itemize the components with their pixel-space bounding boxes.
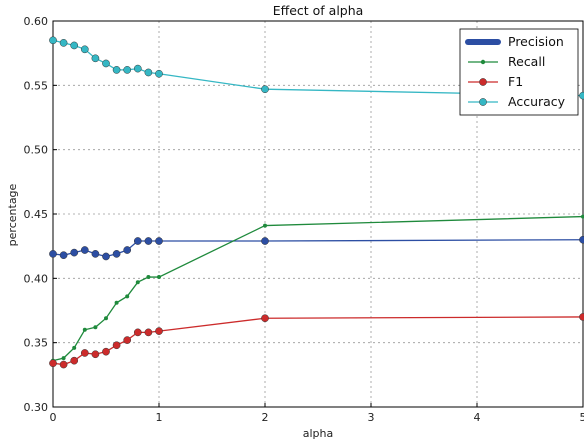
data-point	[123, 336, 132, 344]
data-point	[155, 69, 163, 78]
legend-swatch-marker	[479, 98, 487, 106]
data-point	[135, 280, 140, 285]
y-tick-label: 0.40	[24, 272, 49, 285]
series-recall	[51, 214, 584, 363]
data-point	[579, 91, 584, 100]
data-point	[49, 36, 57, 45]
legend-swatch-marker	[479, 78, 487, 86]
data-point	[261, 237, 269, 245]
legend-swatch-marker	[480, 59, 486, 65]
data-point	[581, 214, 584, 219]
data-point	[91, 54, 100, 63]
data-point	[70, 41, 79, 50]
y-tick-label: 0.50	[24, 144, 49, 157]
x-tick-label: 2	[262, 411, 269, 424]
legend-item: Precision	[465, 34, 564, 49]
data-point	[263, 223, 267, 228]
data-point	[133, 64, 142, 73]
x-tick-label: 4	[474, 411, 481, 424]
x-axis-label: alpha	[303, 427, 334, 440]
data-point	[112, 341, 121, 350]
y-tick-label: 0.55	[24, 79, 49, 92]
legend-label: Accuracy	[508, 94, 566, 109]
legend-label: Precision	[508, 34, 564, 49]
x-tick-label: 5	[580, 411, 584, 424]
data-point	[261, 85, 269, 94]
data-point	[61, 356, 66, 361]
x-tick-label: 3	[368, 411, 375, 424]
data-point	[59, 360, 68, 369]
data-point	[157, 275, 161, 280]
data-point	[80, 45, 89, 54]
data-point	[80, 246, 89, 254]
data-point	[133, 328, 142, 337]
series-accuracy	[49, 36, 584, 100]
data-point	[91, 350, 100, 359]
data-point	[93, 325, 98, 330]
data-point	[144, 237, 153, 245]
series-precision	[49, 235, 584, 261]
data-point	[70, 356, 79, 365]
axes-frame	[52, 20, 584, 408]
data-point	[112, 250, 121, 258]
legend-item: F1	[468, 74, 523, 89]
data-point	[123, 66, 132, 74]
data-point	[49, 359, 57, 368]
data-point	[80, 349, 89, 357]
data-point	[114, 300, 119, 305]
data-point	[146, 275, 151, 280]
y-tick-label: 0.30	[24, 401, 49, 414]
data-point	[91, 250, 100, 258]
data-point	[144, 328, 153, 337]
data-point	[133, 237, 142, 245]
y-tick-label: 0.60	[24, 15, 49, 28]
y-tick-label: 0.45	[24, 208, 49, 221]
data-point	[579, 235, 584, 244]
y-tick-label: 0.35	[24, 337, 49, 350]
x-tick-label: 1	[156, 411, 163, 424]
legend-item: Recall	[468, 54, 545, 69]
legend: Precision Recall F1 Accuracy	[459, 28, 579, 116]
data-point	[125, 294, 130, 299]
data-point	[72, 345, 77, 350]
data-point	[112, 66, 121, 74]
y-axis-label: percentage	[6, 183, 19, 246]
data-point	[82, 327, 87, 332]
data-point	[59, 251, 68, 260]
x-tick-label: 0	[50, 411, 57, 424]
legend-label: F1	[508, 74, 523, 89]
series-f1	[49, 313, 584, 369]
data-point	[102, 347, 110, 356]
chart-title: Effect of alpha	[273, 3, 364, 18]
data-point	[144, 68, 153, 77]
data-point	[261, 314, 269, 323]
data-point	[104, 316, 108, 321]
data-point	[102, 252, 110, 261]
data-point	[579, 313, 584, 321]
data-point	[155, 237, 163, 245]
data-point	[49, 250, 57, 258]
data-point	[102, 59, 110, 68]
data-point	[123, 246, 132, 254]
legend-item: Accuracy	[468, 94, 566, 109]
data-point	[70, 248, 79, 257]
legend-label: Recall	[508, 54, 545, 69]
data-point	[59, 39, 68, 47]
data-point	[155, 327, 163, 335]
